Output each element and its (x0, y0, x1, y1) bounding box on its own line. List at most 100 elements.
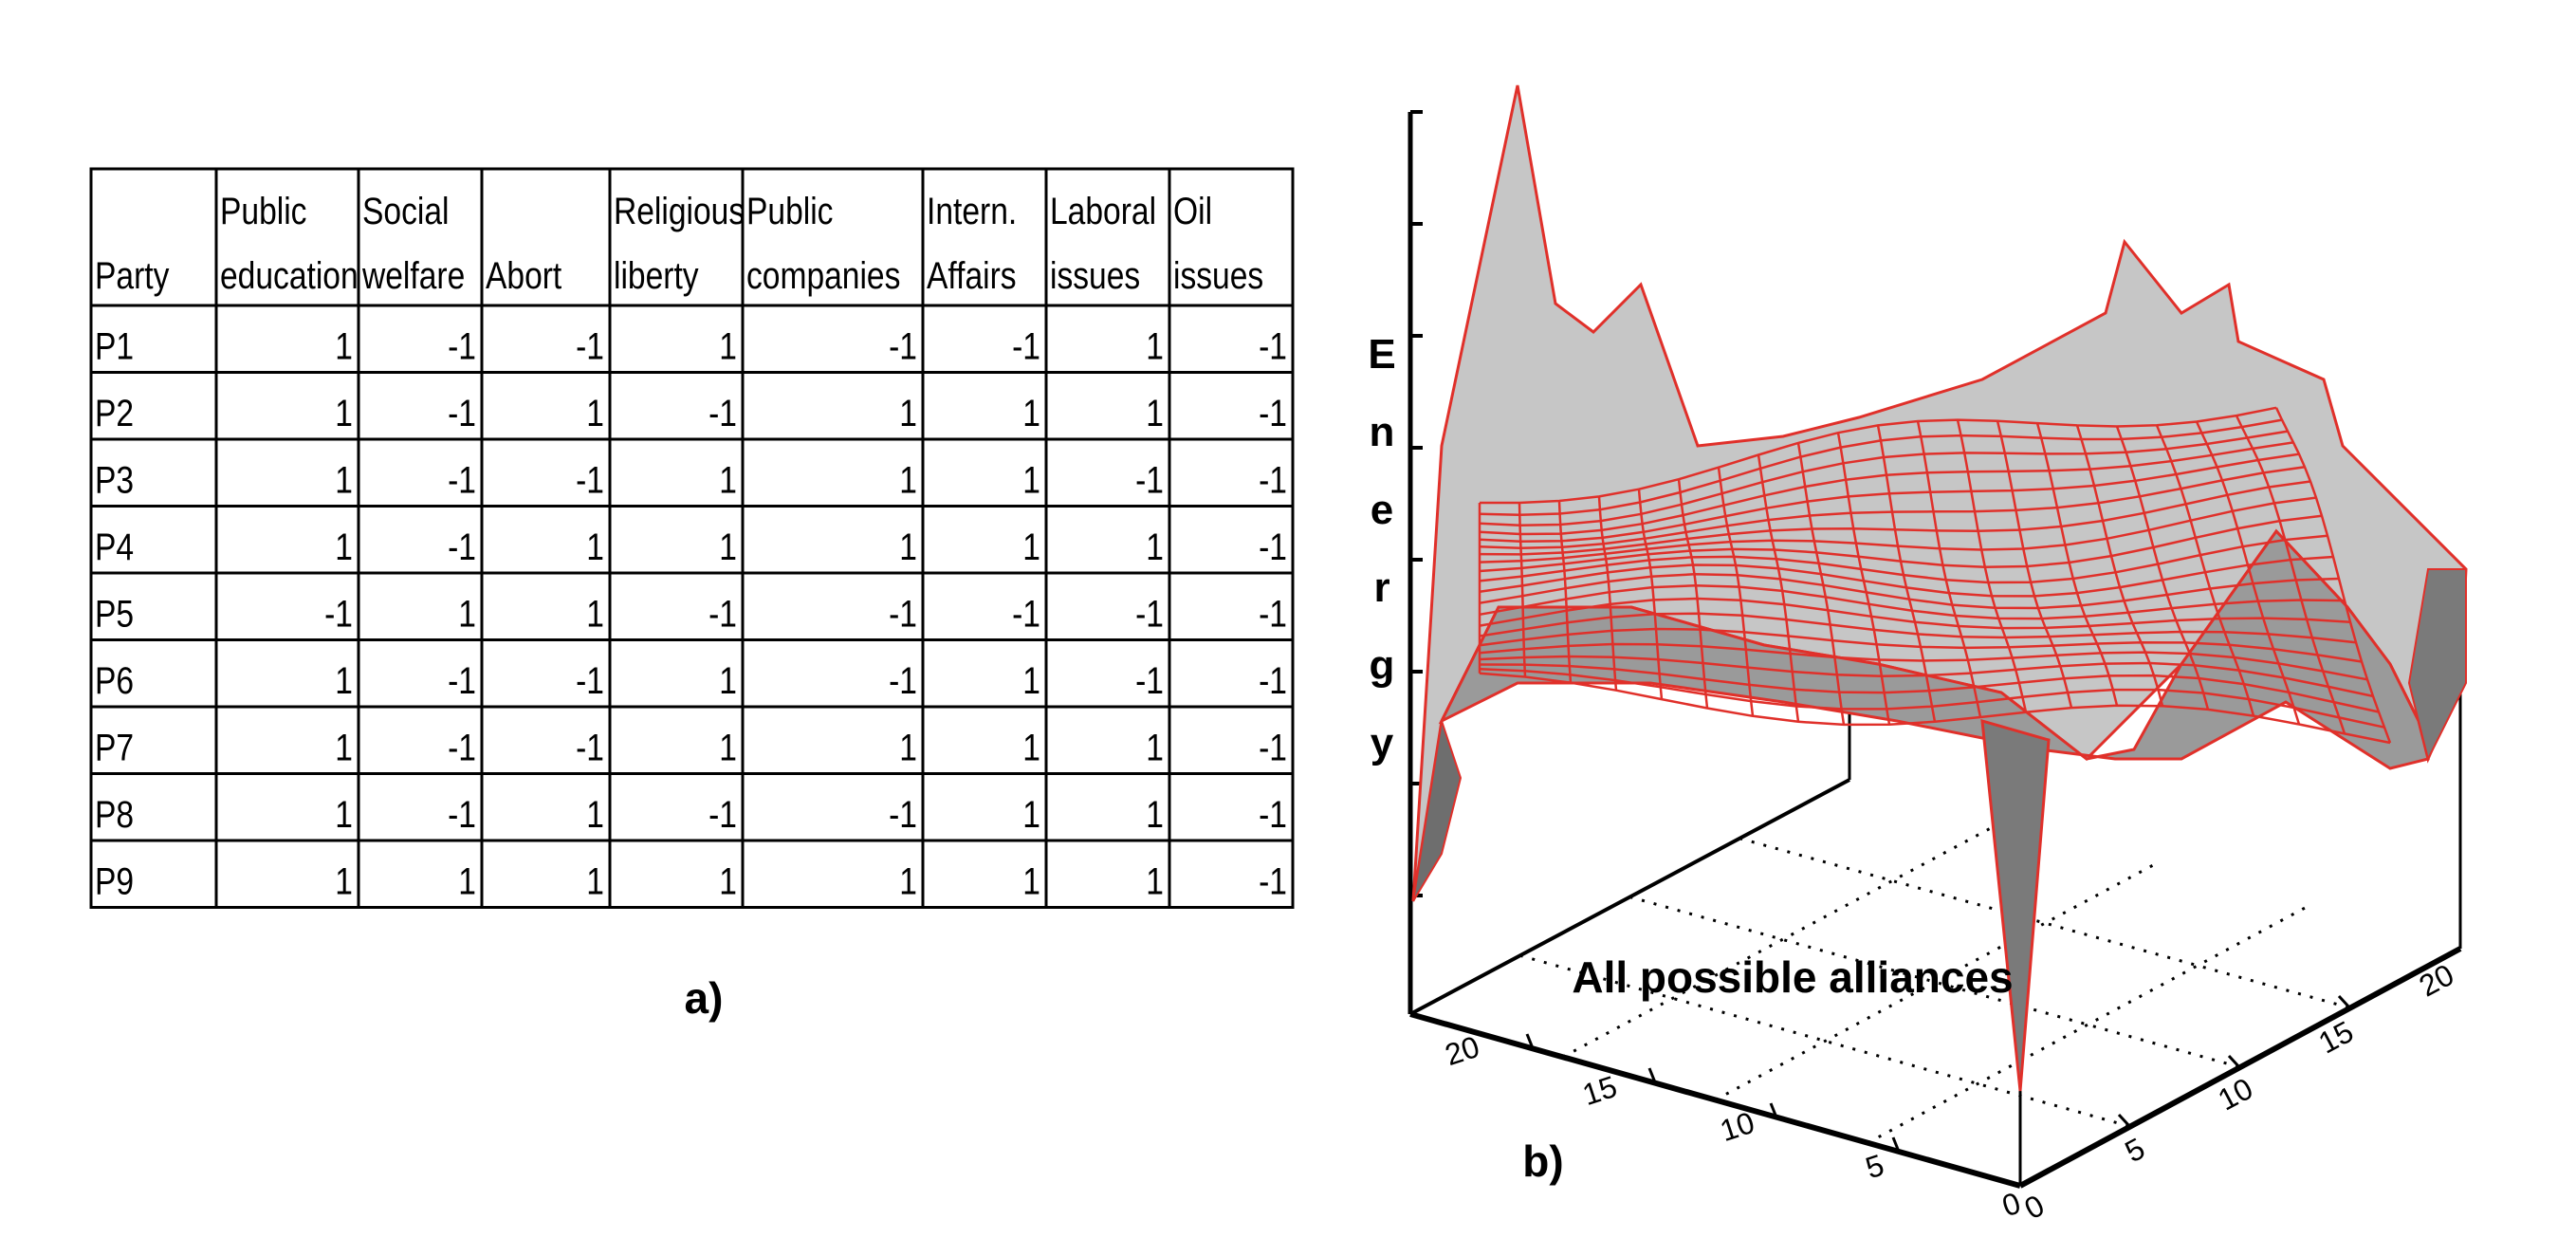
table-header-cell: Intern. (927, 190, 1017, 231)
table-header-cell: Religious (614, 190, 745, 231)
mesh-line (2274, 407, 2392, 744)
back-left-axis (1409, 778, 1850, 1016)
table-value-cell: -1 (1259, 459, 1287, 501)
table-value-cell: -1 (708, 593, 737, 635)
energy-surface (1411, 84, 2468, 1092)
table-value-cell: 1 (899, 860, 917, 902)
table-header-cell: Laboral (1050, 190, 1156, 231)
mesh-line (1479, 655, 2374, 698)
table-border (89, 167, 1295, 909)
surface-left-edge (1412, 720, 1463, 902)
table-value-cell: -1 (448, 459, 476, 501)
table-value-cell: 1 (719, 860, 737, 902)
table-value-cell: -1 (889, 593, 917, 635)
mesh-line (1479, 642, 2368, 681)
table-value-cell: 1 (586, 392, 604, 434)
surface-right-edge (2407, 568, 2467, 762)
table-value-cell: -1 (1259, 392, 1287, 434)
table-value-cell: 1 (1022, 392, 1040, 434)
table-value-cell: -1 (448, 727, 476, 768)
table-value-cell: 1 (1146, 793, 1164, 835)
table-value-cell: 1 (719, 659, 737, 701)
table-value-cell: 1 (1146, 325, 1164, 367)
mesh-line (1956, 419, 2028, 712)
mesh-line (2235, 415, 2346, 734)
table-value-cell: -1 (448, 392, 476, 434)
panel-b-label: b) (1522, 1136, 1563, 1186)
mesh-line (1479, 667, 2385, 729)
table-header-cell: companies (746, 254, 900, 296)
table-header-cell: Public (746, 190, 833, 231)
table-value-cell: 1 (335, 325, 353, 367)
table-value-cell: -1 (576, 659, 604, 701)
panel-a-label: a) (685, 973, 724, 1023)
table-value-cell: -1 (1012, 593, 1040, 635)
table-value-cell: 1 (335, 659, 353, 701)
table-value-cell: 1 (899, 727, 917, 768)
mesh-line (1479, 663, 2380, 713)
mesh-line (2035, 422, 2119, 707)
table-value-cell: -1 (889, 659, 917, 701)
table-value-cell: 1 (335, 793, 353, 835)
table-value-cell: -1 (1135, 459, 1164, 501)
table-party-cell: P8 (95, 793, 134, 835)
left-axis-tick-marks (1525, 1033, 1901, 1153)
table-value-cell: -1 (1259, 727, 1287, 768)
table-value-cell: 1 (1022, 659, 1040, 701)
surface-floor-sheet (1438, 528, 2430, 770)
table-value-cell: 1 (1022, 459, 1040, 501)
table-value-cell: 1 (586, 860, 604, 902)
floor-grid (1519, 821, 2351, 1145)
table-party-cell: P2 (95, 392, 134, 434)
table-value-cell: 1 (719, 459, 737, 501)
surface-back-wall (1411, 84, 2468, 902)
mesh-line (1479, 672, 2391, 745)
table-value-cell: -1 (448, 526, 476, 567)
table-value-cell: 1 (899, 526, 917, 567)
floor-grid-line (1714, 862, 2156, 1101)
table-header-cell: Social (362, 190, 449, 231)
table-value-cell: 1 (586, 526, 604, 567)
table-value-cell: 1 (586, 593, 604, 635)
energy-label-letter: r (1373, 564, 1389, 611)
floor-grid-line (1562, 821, 2003, 1059)
table-value-cell: 1 (586, 793, 604, 835)
table-value-cell: -1 (1259, 593, 1287, 635)
table-party-cell: P9 (95, 860, 134, 902)
table-header-cell: Oil (1173, 190, 1212, 231)
mesh-line (1479, 627, 2363, 663)
mesh-line (2115, 426, 2210, 711)
right-axis-tick-marks (2117, 994, 2352, 1129)
table-value-cell: 1 (719, 325, 737, 367)
table-value-cell: 1 (1146, 727, 1164, 768)
table-value-cell: 1 (1022, 526, 1040, 567)
table-value-cell: 1 (1022, 727, 1040, 768)
left-axis-tick: 15 (1578, 1069, 1621, 1112)
table-party-cell: P3 (95, 459, 134, 501)
table-value-cell: 1 (1022, 793, 1040, 835)
table-value-cell: -1 (708, 793, 737, 835)
table-value-cell: -1 (324, 593, 353, 635)
left-axis-tick: 5 (1862, 1148, 1888, 1186)
table-header-cell: issues (1050, 254, 1140, 296)
table-party-cell: P5 (95, 593, 134, 635)
table-header-cell: Affairs (927, 254, 1017, 296)
mesh-line (1479, 555, 2334, 598)
energy-label-letter: y (1371, 720, 1394, 767)
mesh-line (2155, 424, 2255, 716)
table-value-cell: 1 (1146, 392, 1164, 434)
mesh-line (1479, 573, 2340, 610)
table-value-cell: -1 (1259, 793, 1287, 835)
table-value-cell: -1 (448, 659, 476, 701)
table-value-cell: 1 (719, 727, 737, 768)
table-value-cell: -1 (1259, 325, 1287, 367)
table-value-cell: -1 (889, 793, 917, 835)
table-party-cell: P1 (95, 325, 134, 367)
table-value-cell: 1 (899, 459, 917, 501)
table-value-cell: -1 (889, 325, 917, 367)
mesh-line (2075, 425, 2164, 707)
table-header-cell: Public (220, 190, 306, 231)
table-value-cell: 1 (1146, 860, 1164, 902)
table-value-cell: 1 (335, 526, 353, 567)
